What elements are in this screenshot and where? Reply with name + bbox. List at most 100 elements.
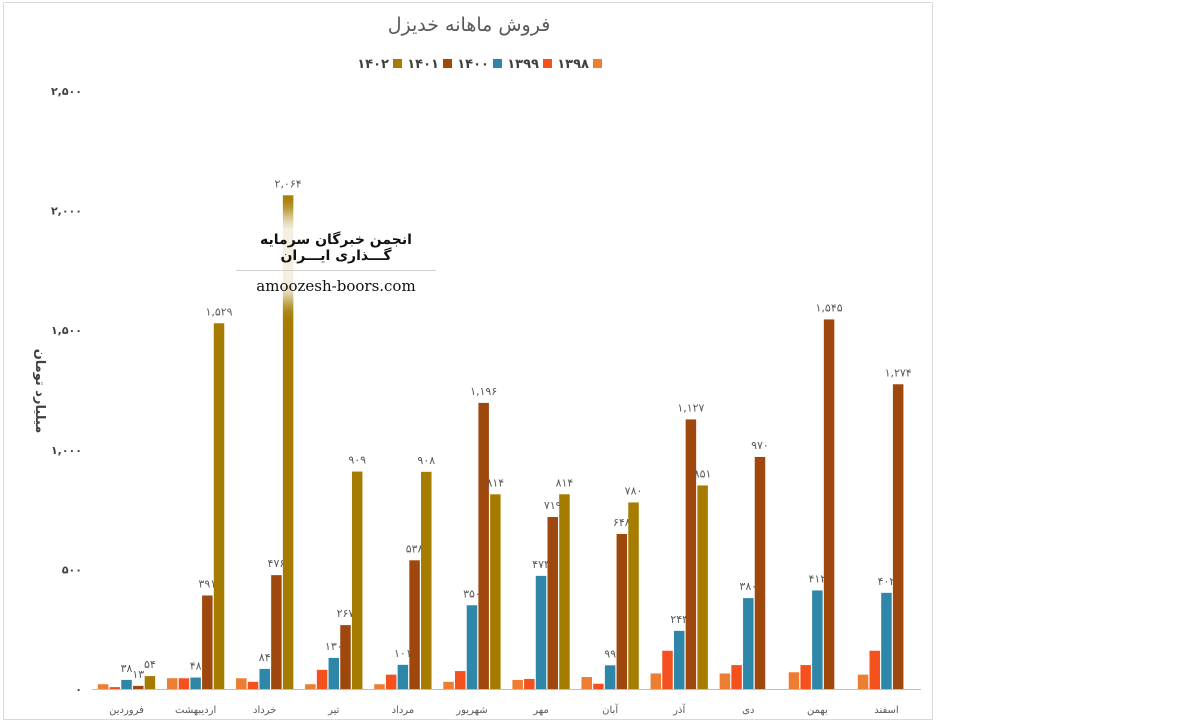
bar-1-4 — [385, 674, 397, 689]
data-label-3-7: ۶۴۸ — [613, 516, 631, 529]
y-tick-label-3: ۱,۵۰۰ — [51, 324, 82, 337]
bar-4-8 — [697, 485, 708, 689]
bar-2-1 — [190, 677, 201, 689]
data-label-2-0: ۳۸ — [121, 662, 133, 675]
x-tick-label-6: مهر — [532, 705, 548, 716]
data-label-3-1: ۳۹۱ — [198, 577, 216, 590]
legend-label-2: ۱۴۰۰ — [457, 57, 489, 72]
watermark: انجمن خبرگان سرمایه گـــذاری ایـــران am… — [236, 228, 436, 295]
bar-1-6 — [524, 678, 535, 689]
data-label-3-0: ۱۳ — [132, 668, 144, 681]
data-label-2-7: ۹۹ — [604, 647, 616, 660]
legend-label-1: ۱۳۹۹ — [507, 57, 539, 72]
data-label-4-4: ۹۰۸ — [417, 454, 435, 467]
bar-3-5 — [478, 402, 489, 689]
bar-3-1 — [202, 595, 213, 689]
chart-title: فروش ماهانه خدیزل — [388, 14, 551, 36]
y-tick-label-1: ۵۰۰ — [62, 563, 82, 576]
data-label-4-5: ۸۱۴ — [486, 476, 504, 489]
bar-2-4 — [397, 664, 409, 689]
bar-1-0 — [109, 687, 121, 689]
data-label-2-2: ۸۴ — [259, 651, 271, 664]
bar-0-6 — [512, 679, 523, 689]
bar-0-9 — [719, 673, 731, 689]
bar-2-5 — [466, 605, 478, 689]
data-label-3-5: ۱,۱۹۶ — [470, 385, 497, 398]
data-label-4-6: ۸۱۴ — [556, 476, 574, 489]
x-tick-label-11: اسفند — [874, 705, 898, 716]
bar-3-9 — [754, 456, 766, 689]
bar-2-0 — [121, 679, 132, 689]
bar-3-2 — [271, 575, 282, 689]
data-label-2-1: ۴۸ — [190, 660, 202, 673]
bar-3-4 — [409, 560, 420, 689]
bar-2-3 — [328, 657, 340, 689]
bar-1-9 — [731, 665, 742, 689]
bar-4-3 — [351, 471, 363, 689]
legend-swatch-1 — [543, 59, 552, 68]
data-label-2-3: ۱۳۰ — [325, 640, 343, 653]
y-tick-label-0: ۰ — [75, 683, 82, 696]
bar-4-2 — [282, 195, 294, 689]
data-label-3-11: ۱,۲۷۴ — [885, 366, 912, 379]
bar-0-11 — [857, 674, 869, 689]
bar-0-4 — [374, 684, 385, 689]
data-label-3-4: ۵۳۸ — [406, 542, 424, 555]
data-label-3-2: ۴۷۶ — [268, 557, 286, 570]
chart-frame: فروش ماهانه خدیزل ۱۳۹۸ ۱۳۹۹ ۱۴۰۰ ۱۴۰۱ ۱۴۰۲ میل… — [3, 2, 933, 720]
legend-label-0: ۱۳۹۸ — [557, 57, 589, 72]
bar-0-10 — [788, 672, 800, 689]
x-tick-label-4: مرداد — [392, 705, 415, 716]
bar-3-3 — [340, 625, 351, 689]
bar-0-3 — [305, 684, 316, 689]
data-label-2-6: ۴۷۳ — [532, 558, 550, 571]
bar-0-8 — [650, 673, 662, 689]
legend-swatch-0 — [593, 59, 602, 68]
bar-2-11 — [881, 592, 892, 689]
data-label-2-5: ۳۵۰ — [463, 587, 481, 600]
y-tick-label-2: ۱,۰۰۰ — [51, 444, 82, 457]
bar-0-2 — [236, 678, 247, 689]
data-label-3-10: ۱,۵۴۵ — [816, 301, 843, 314]
bar-2-2 — [259, 668, 270, 689]
bar-0-1 — [166, 678, 178, 689]
bar-1-7 — [593, 683, 604, 689]
x-tick-label-2: خرداد — [253, 705, 276, 716]
bar-3-11 — [892, 384, 904, 689]
data-label-3-6: ۷۱۹ — [544, 499, 562, 512]
data-label-3-3: ۲۶۷ — [337, 607, 355, 620]
data-label-4-8: ۸۵۱ — [694, 467, 712, 480]
bar-2-8 — [673, 630, 685, 689]
y-axis-label: میلیارد تومان — [32, 349, 47, 434]
bar-1-10 — [800, 665, 811, 689]
x-tick-label-5: شهریور — [455, 705, 487, 716]
bar-1-5 — [455, 671, 466, 689]
bar-4-4 — [421, 471, 432, 689]
x-tick-label-7: آبان — [602, 703, 619, 716]
y-tick-label-4: ۲,۰۰۰ — [51, 205, 82, 218]
bar-4-7 — [628, 502, 639, 689]
bar-4-6 — [559, 494, 570, 689]
x-tick-label-9: دی — [742, 705, 754, 716]
watermark-url: amoozesh-boors.com — [256, 277, 416, 295]
x-tick-label-3: تیر — [327, 705, 340, 716]
x-tick-label-1: اردیبهشت — [175, 705, 216, 716]
data-label-2-10: ۴۱۲ — [809, 572, 827, 585]
bar-4-1 — [213, 323, 225, 689]
data-label-2-8: ۲۴۳ — [670, 613, 688, 626]
legend-label-3: ۱۴۰۱ — [407, 57, 439, 72]
bar-2-7 — [604, 665, 616, 689]
watermark-title: انجمن خبرگان سرمایه گـــذاری ایـــران — [260, 232, 412, 264]
bar-3-8 — [685, 419, 697, 689]
bar-1-1 — [178, 678, 190, 689]
bar-2-10 — [812, 590, 823, 689]
bar-1-3 — [316, 669, 328, 689]
bar-4-0 — [144, 676, 156, 689]
bar-1-11 — [869, 650, 881, 689]
bar-3-6 — [547, 517, 558, 689]
bar-2-6 — [535, 575, 547, 689]
data-label-4-1: ۱,۵۲۹ — [205, 305, 232, 318]
x-tick-label-10: بهمن — [807, 705, 828, 716]
data-label-4-3: ۹۰۹ — [348, 454, 366, 467]
x-tick-label-0: فروردین — [109, 705, 144, 716]
